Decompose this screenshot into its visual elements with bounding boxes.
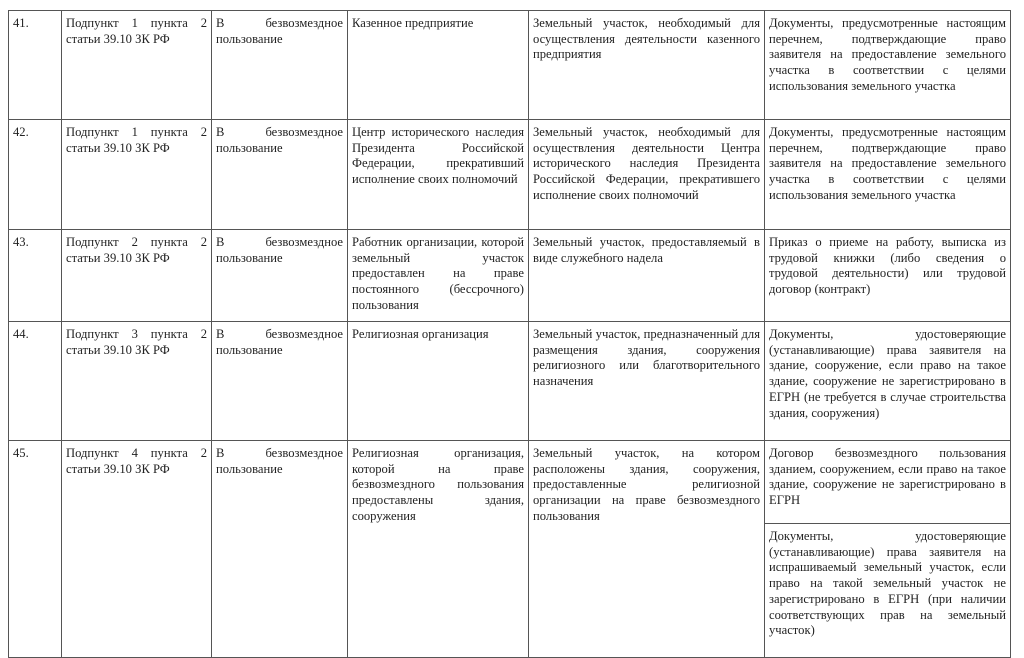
table-row: 45. Подпункт 4 пункта 2 статьи 39.10 ЗК … bbox=[8, 440, 1011, 658]
row-number: 44. bbox=[8, 321, 62, 441]
table-row: 44. Подпункт 3 пункта 2 статьи 39.10 ЗК … bbox=[8, 321, 1011, 441]
row-number: 42. bbox=[8, 119, 62, 230]
required-documents: Документы, предусмотренные настоящим пер… bbox=[764, 10, 1011, 120]
provision-type: В безвозмездное пользование bbox=[211, 10, 348, 120]
land-plot: Земельный участок, необходимый для осуще… bbox=[528, 119, 765, 230]
required-documents: Документы, удостоверяющие (устанавливающ… bbox=[764, 321, 1011, 441]
legal-basis: Подпункт 1 пункта 2 статьи 39.10 ЗК РФ bbox=[61, 119, 212, 230]
land-documents-table: 41. Подпункт 1 пункта 2 статьи 39.10 ЗК … bbox=[8, 10, 1011, 658]
applicant: Религиозная организация, которой на прав… bbox=[347, 440, 529, 658]
required-documents: Договор безвозмездного пользования здани… bbox=[764, 440, 1011, 524]
table-row: 41. Подпункт 1 пункта 2 статьи 39.10 ЗК … bbox=[8, 10, 1011, 120]
required-documents: Документы, предусмотренные настоящим пер… bbox=[764, 119, 1011, 230]
required-documents: Приказ о приеме на работу, выписка из тр… bbox=[764, 229, 1011, 322]
provision-type: В безвозмездное пользование bbox=[211, 229, 348, 322]
row-number: 41. bbox=[8, 10, 62, 120]
provision-type: В безвозмездное пользование bbox=[211, 119, 348, 230]
provision-type: В безвозмездное пользование bbox=[211, 440, 348, 658]
land-plot: Земельный участок, необходимый для осуще… bbox=[528, 10, 765, 120]
applicant: Работник организации, которой земельный … bbox=[347, 229, 529, 322]
legal-basis: Подпункт 1 пункта 2 статьи 39.10 ЗК РФ bbox=[61, 10, 212, 120]
legal-basis: Подпункт 4 пункта 2 статьи 39.10 ЗК РФ bbox=[61, 440, 212, 658]
row-number: 45. bbox=[8, 440, 62, 658]
applicant: Центр исторического наследия Президента … bbox=[347, 119, 529, 230]
applicant: Религиозная организация bbox=[347, 321, 529, 441]
provision-type: В безвозмездное пользование bbox=[211, 321, 348, 441]
legal-basis: Подпункт 2 пункта 2 статьи 39.10 ЗК РФ bbox=[61, 229, 212, 322]
applicant: Казенное предприятие bbox=[347, 10, 529, 120]
land-plot: Земельный участок, предназначенный для р… bbox=[528, 321, 765, 441]
table-row: 42. Подпункт 1 пункта 2 статьи 39.10 ЗК … bbox=[8, 119, 1011, 230]
table-row: 43. Подпункт 2 пункта 2 статьи 39.10 ЗК … bbox=[8, 229, 1011, 322]
row-number: 43. bbox=[8, 229, 62, 322]
legal-basis: Подпункт 3 пункта 2 статьи 39.10 ЗК РФ bbox=[61, 321, 212, 441]
required-documents: Документы, удостоверяющие (устанавливающ… bbox=[764, 523, 1011, 658]
land-plot: Земельный участок, на котором расположен… bbox=[528, 440, 765, 658]
table-row: Документы, удостоверяющие (устанавливающ… bbox=[9, 523, 1011, 658]
land-plot: Земельный участок, предоставляемый в вид… bbox=[528, 229, 765, 322]
